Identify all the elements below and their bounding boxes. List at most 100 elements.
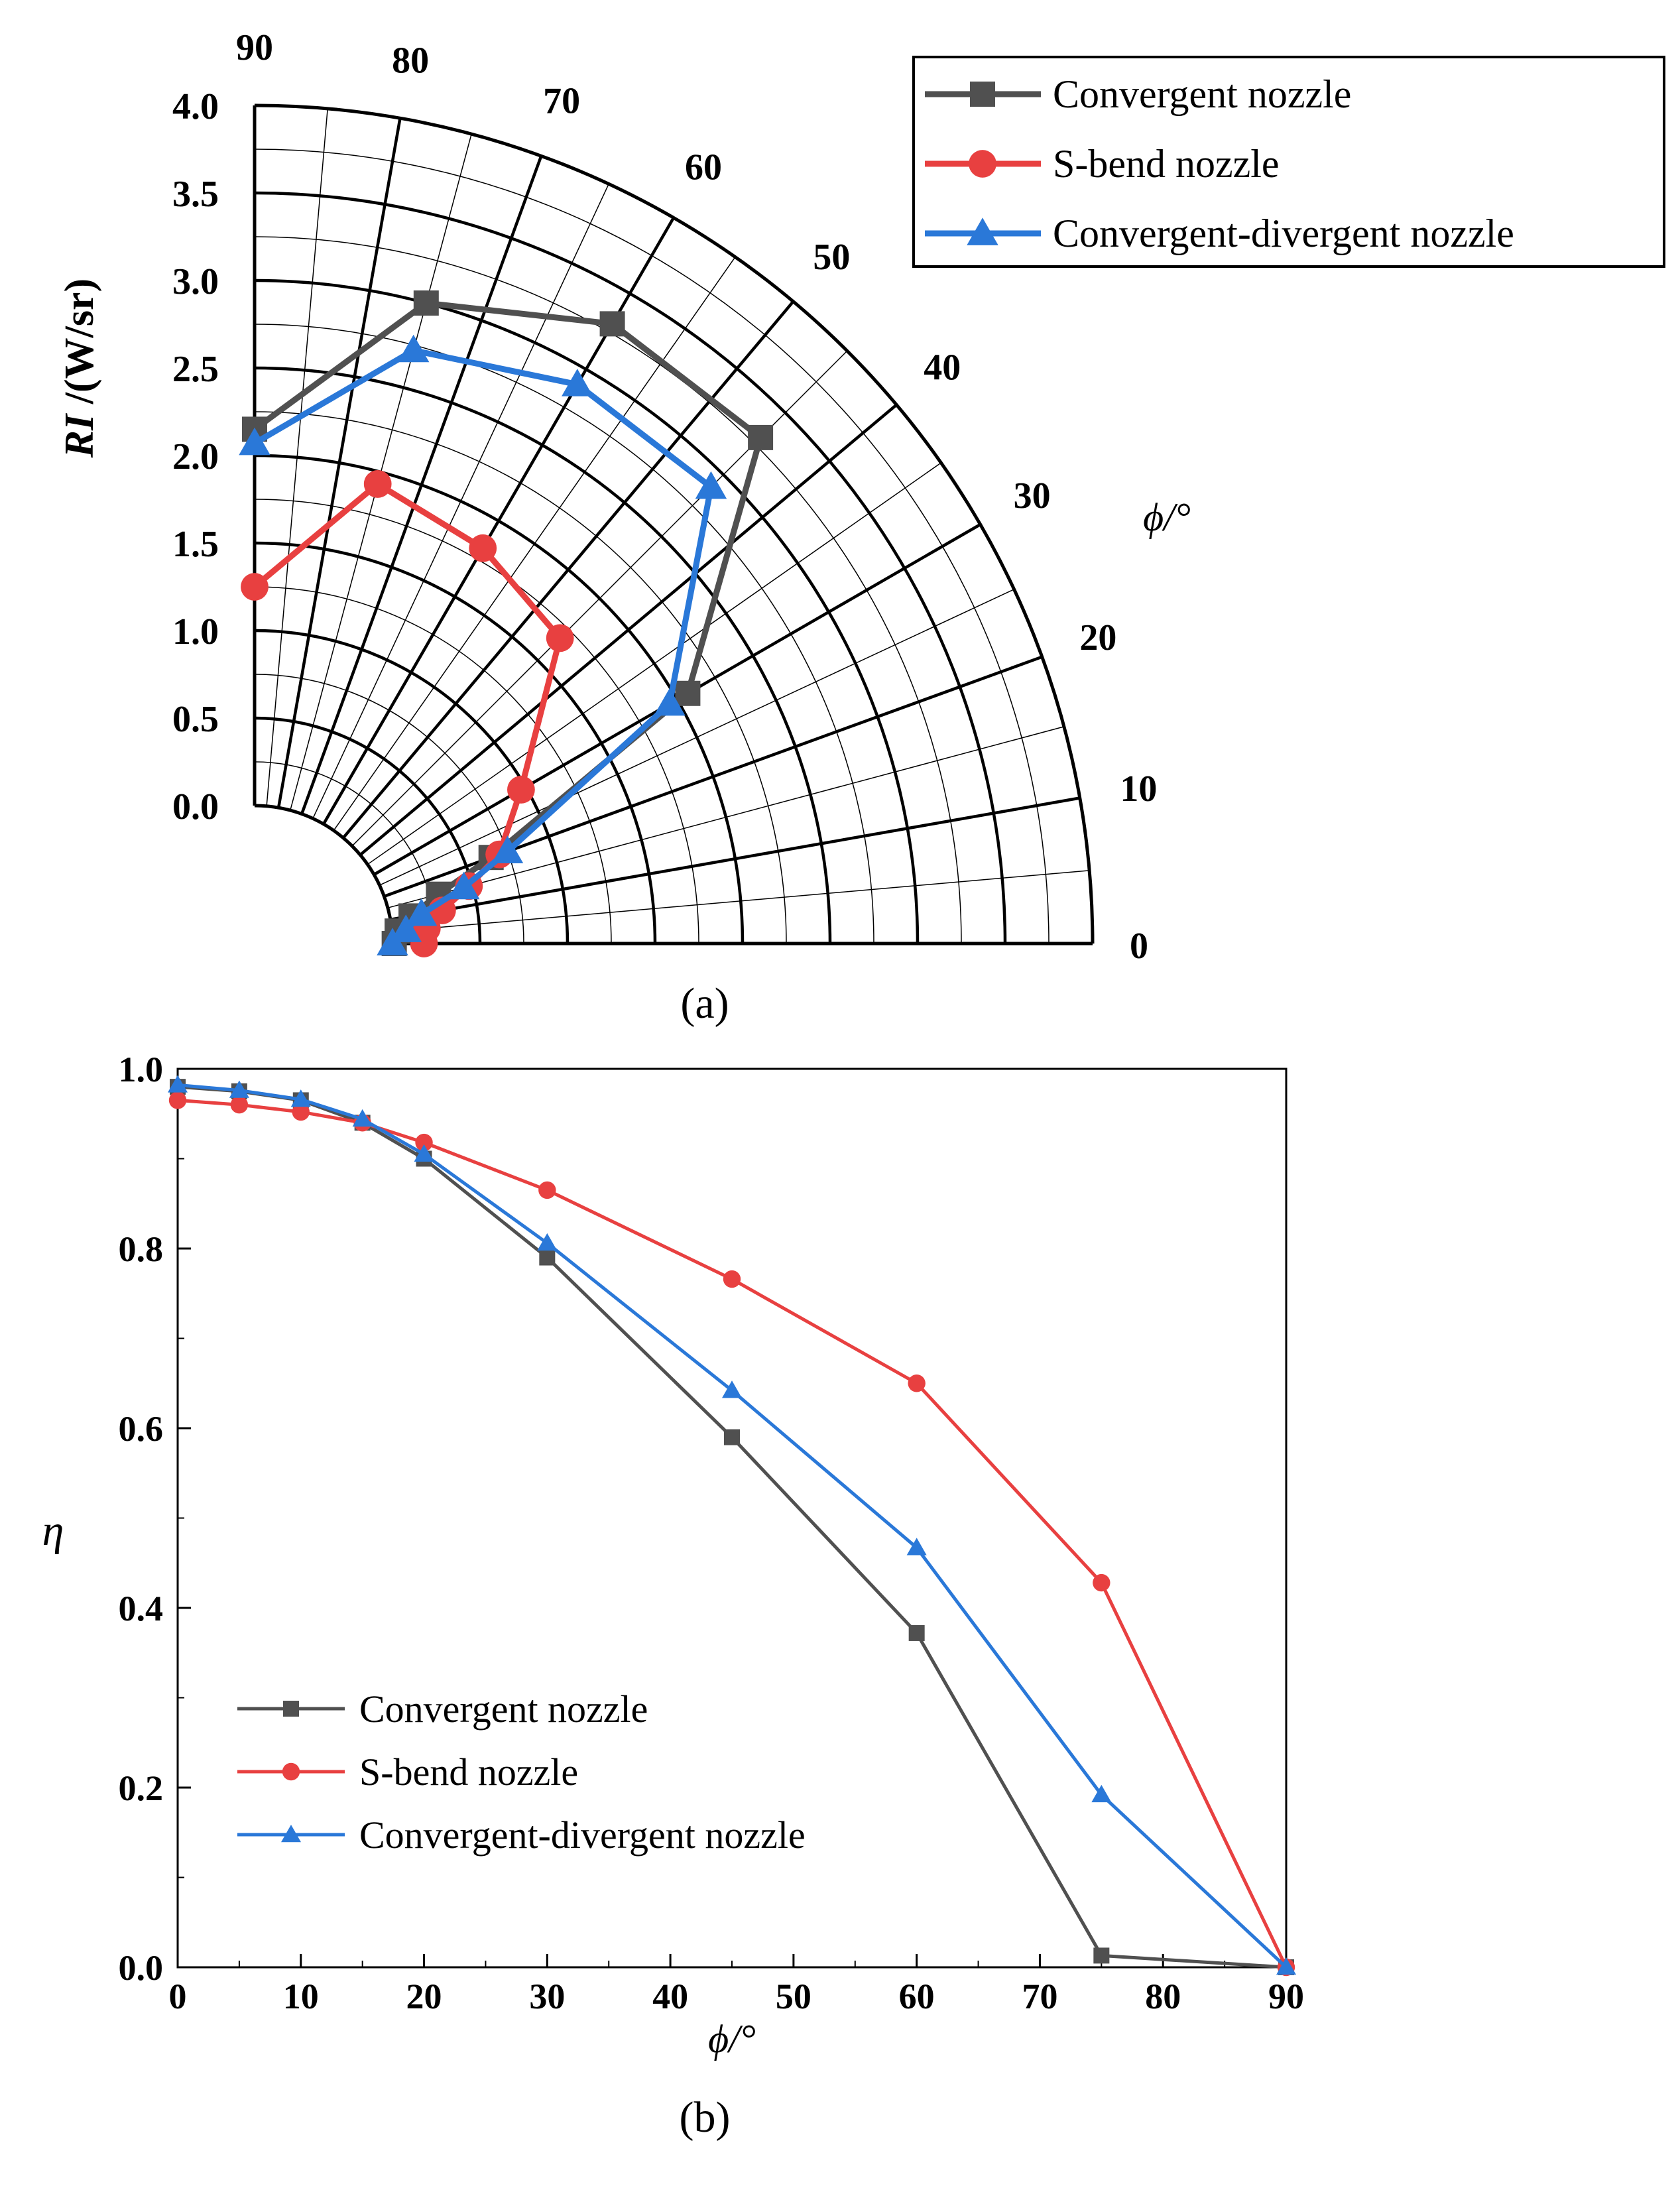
- radial-tick-label: 4.0: [172, 86, 219, 127]
- y-tick-label: 0.4: [119, 1589, 164, 1628]
- radial-tick-label: 0.0: [172, 786, 219, 827]
- legend-label: S-bend nozzle: [1053, 142, 1280, 186]
- legend-label: Convergent-divergent nozzle: [359, 1813, 806, 1857]
- polar-major-ring: [254, 541, 657, 944]
- polar-major-ring: [254, 191, 1007, 944]
- legend-label: Convergent nozzle: [359, 1687, 648, 1731]
- angle-tick-label: 40: [924, 347, 961, 389]
- polar-data-point: [654, 688, 686, 716]
- y-axis-ticks: 0.0 0.2 0.4 0.6 0.8 1.0: [119, 1050, 191, 1988]
- legend-marker: [282, 1762, 300, 1781]
- y-tick-label: 1.0: [119, 1050, 164, 1089]
- series-line: [177, 1098, 1288, 1969]
- polar-legend: Convergent nozzle S-bend nozzle Convergent…: [912, 56, 1665, 268]
- polar-data-point: [748, 424, 774, 450]
- x-tick-label: 90: [1268, 1977, 1304, 2016]
- polar-major-spoke: [276, 117, 402, 808]
- polar-series: [239, 290, 774, 957]
- polar-data-point: [546, 624, 574, 652]
- data-point: [906, 1538, 927, 1556]
- polar-major-spoke: [341, 300, 795, 839]
- polar-data-point: [390, 914, 422, 942]
- angle-tick-label: 0: [1130, 926, 1148, 967]
- data-point: [1093, 1947, 1110, 1964]
- angle-tick-label: 30: [1014, 475, 1051, 517]
- data-point: [168, 1091, 187, 1109]
- angle-tick-labels: 0 10 20 30 40 50 60 70 80 90: [236, 27, 1157, 967]
- polar-data-point: [413, 290, 439, 316]
- legend-marker: [281, 1825, 301, 1843]
- legend-marker: [967, 217, 998, 245]
- polar-data-point: [695, 471, 727, 499]
- data-point: [1093, 1573, 1110, 1592]
- polar-data-point: [675, 680, 701, 706]
- data-point: [168, 1075, 188, 1093]
- x-tick-label: 20: [406, 1977, 442, 2016]
- data-point: [292, 1103, 310, 1121]
- legend-marker: [283, 1701, 299, 1717]
- data-point: [537, 1233, 558, 1251]
- legend-marker: [970, 82, 995, 107]
- polar-data-point: [363, 470, 392, 498]
- polar-major-spoke: [390, 796, 1081, 922]
- line-chart: 0 10 20 30 40 50 60 70 80 90 0.0 0.2 0.4 0.6 0.8 1.0 C…: [42, 1050, 1304, 2142]
- angle-tick-label: 90: [236, 27, 273, 68]
- data-point: [538, 1181, 556, 1199]
- angle-axis-title: ϕ/°: [1143, 495, 1191, 539]
- data-point: [908, 1624, 925, 1641]
- polar-data-point: [448, 871, 480, 900]
- polar-data-point: [405, 898, 438, 926]
- data-point: [723, 1270, 741, 1288]
- angle-tick-label: 80: [392, 40, 429, 82]
- x-axis-title: ϕ/°: [708, 2017, 756, 2061]
- line-legend: Convergent nozzle S-bend nozzle Convergent…: [237, 1687, 806, 1857]
- polar-data-point: [469, 534, 497, 562]
- radial-tick-label: 1.5: [172, 524, 219, 565]
- legend-label: S-bend nozzle: [359, 1750, 578, 1794]
- data-point: [229, 1080, 249, 1098]
- data-point: [724, 1429, 740, 1445]
- legend-label: Convergent-divergent nozzle: [1053, 212, 1514, 255]
- polar-data-point: [241, 573, 269, 601]
- radial-tick-label: 2.5: [172, 349, 219, 390]
- radial-tick-label: 2.0: [172, 436, 219, 477]
- y-tick-label: 0.6: [119, 1409, 164, 1449]
- x-tick-label: 30: [529, 1977, 565, 2016]
- panel-b-label: (b): [680, 2093, 731, 2142]
- x-tick-label: 70: [1022, 1977, 1057, 2016]
- radial-tick-label: 1.0: [172, 611, 219, 652]
- line-series: [168, 1075, 1296, 1977]
- angle-tick-label: 10: [1120, 768, 1157, 810]
- x-tick-label: 50: [776, 1977, 811, 2016]
- polar-outer-arc: [254, 103, 1095, 944]
- polar-series-line: [253, 481, 564, 944]
- radial-tick-label: 0.5: [172, 699, 219, 740]
- data-point: [414, 1144, 434, 1162]
- legend-marker: [969, 150, 996, 178]
- x-tick-label: 80: [1145, 1977, 1181, 2016]
- radial-tick-label: 3.5: [172, 174, 219, 215]
- y-axis-title: η: [42, 1506, 64, 1555]
- polar-data-point: [397, 334, 430, 363]
- x-axis-ticks: 0 10 20 30 40 50 60 70 80 90: [169, 1954, 1304, 2016]
- polar-major-ring: [254, 454, 745, 944]
- panel-a-label: (a): [680, 979, 729, 1028]
- polar-data-point: [562, 369, 593, 397]
- data-point: [908, 1375, 926, 1392]
- data-point: [1091, 1784, 1112, 1803]
- y-tick-label: 0.0: [119, 1948, 164, 1988]
- polar-frame: [253, 103, 1095, 946]
- data-point: [290, 1089, 311, 1107]
- x-tick-label: 10: [283, 1977, 319, 2016]
- angle-tick-label: 60: [685, 147, 722, 188]
- x-tick-label: 0: [169, 1977, 187, 2016]
- x-tick-label: 40: [652, 1977, 688, 2016]
- polar-data-point: [491, 835, 524, 863]
- data-point: [1276, 1957, 1296, 1975]
- data-point: [539, 1249, 556, 1266]
- y-tick-label: 0.2: [119, 1768, 164, 1808]
- polar-data-point: [507, 776, 535, 804]
- radial-axis-title: RI /(W/sr): [57, 278, 102, 458]
- radial-tick-label: 3.0: [172, 261, 219, 302]
